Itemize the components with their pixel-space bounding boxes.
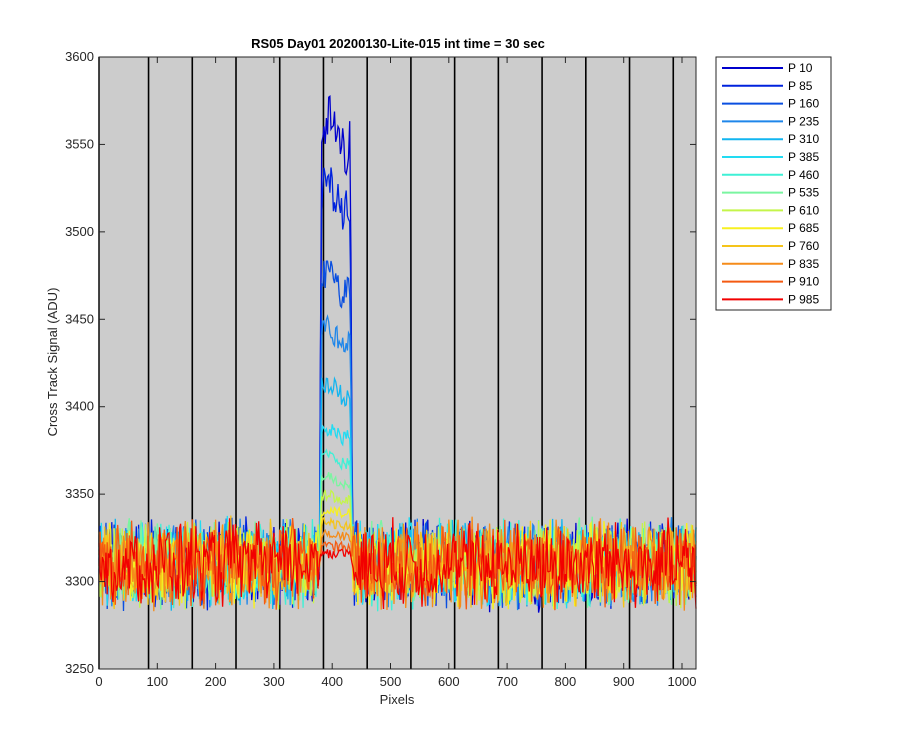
x-tick-label: 700 <box>496 674 518 689</box>
y-tick-label: 3500 <box>65 224 94 239</box>
legend-label: P 85 <box>788 79 813 93</box>
x-tick-label: 100 <box>146 674 168 689</box>
legend-label: P 385 <box>788 150 819 164</box>
legend-label: P 460 <box>788 168 819 182</box>
y-axis-label: Cross Track Signal (ADU) <box>45 288 60 437</box>
x-tick-label: 300 <box>263 674 285 689</box>
legend-label: P 835 <box>788 257 819 271</box>
x-tick-label: 400 <box>321 674 343 689</box>
y-axis-ticks: 3250 3300 3350 3400 3450 3500 3550 3600 <box>65 49 696 676</box>
x-axis-ticks: 0 100 200 300 400 500 600 700 800 900 1000 <box>95 57 696 689</box>
y-tick-label: 3300 <box>65 574 94 589</box>
legend: P 10 P 85 P 160 P 235 P 310 P 385 P 460 P 535 P … <box>715 56 832 311</box>
legend-label: P 985 <box>788 292 819 306</box>
legend-label: P 535 <box>788 186 819 200</box>
x-tick-label: 1000 <box>668 674 697 689</box>
y-tick-label: 3600 <box>65 49 94 64</box>
legend-label: P 310 <box>788 132 819 146</box>
series-line <box>98 518 697 611</box>
y-tick-label: 3350 <box>65 486 94 501</box>
y-tick-label: 3400 <box>65 399 94 414</box>
x-tick-label: 900 <box>613 674 635 689</box>
x-tick-label: 500 <box>380 674 402 689</box>
plot-area <box>98 56 697 670</box>
legend-label: P 235 <box>788 114 819 128</box>
legend-label: P 910 <box>788 275 819 289</box>
y-tick-label: 3450 <box>65 311 94 326</box>
legend-label: P 160 <box>788 97 819 111</box>
legend-label: P 10 <box>788 61 813 75</box>
series-lines <box>98 95 697 613</box>
chart-title: RS05 Day01 20200130-Lite-015 int time = … <box>251 36 545 51</box>
plot-frame <box>98 56 697 670</box>
x-tick-label: 200 <box>205 674 227 689</box>
x-tick-label: 800 <box>555 674 577 689</box>
legend-label: P 610 <box>788 203 819 217</box>
legend-label: P 685 <box>788 221 819 235</box>
legend-box <box>715 56 832 311</box>
y-tick-label: 3550 <box>65 136 94 151</box>
series-line <box>98 517 697 610</box>
x-axis-label: Pixels <box>380 692 415 707</box>
x-tick-label: 0 <box>95 674 102 689</box>
y-tick-label: 3250 <box>65 661 94 676</box>
x-tick-label: 600 <box>438 674 460 689</box>
legend-label: P 760 <box>788 239 819 253</box>
